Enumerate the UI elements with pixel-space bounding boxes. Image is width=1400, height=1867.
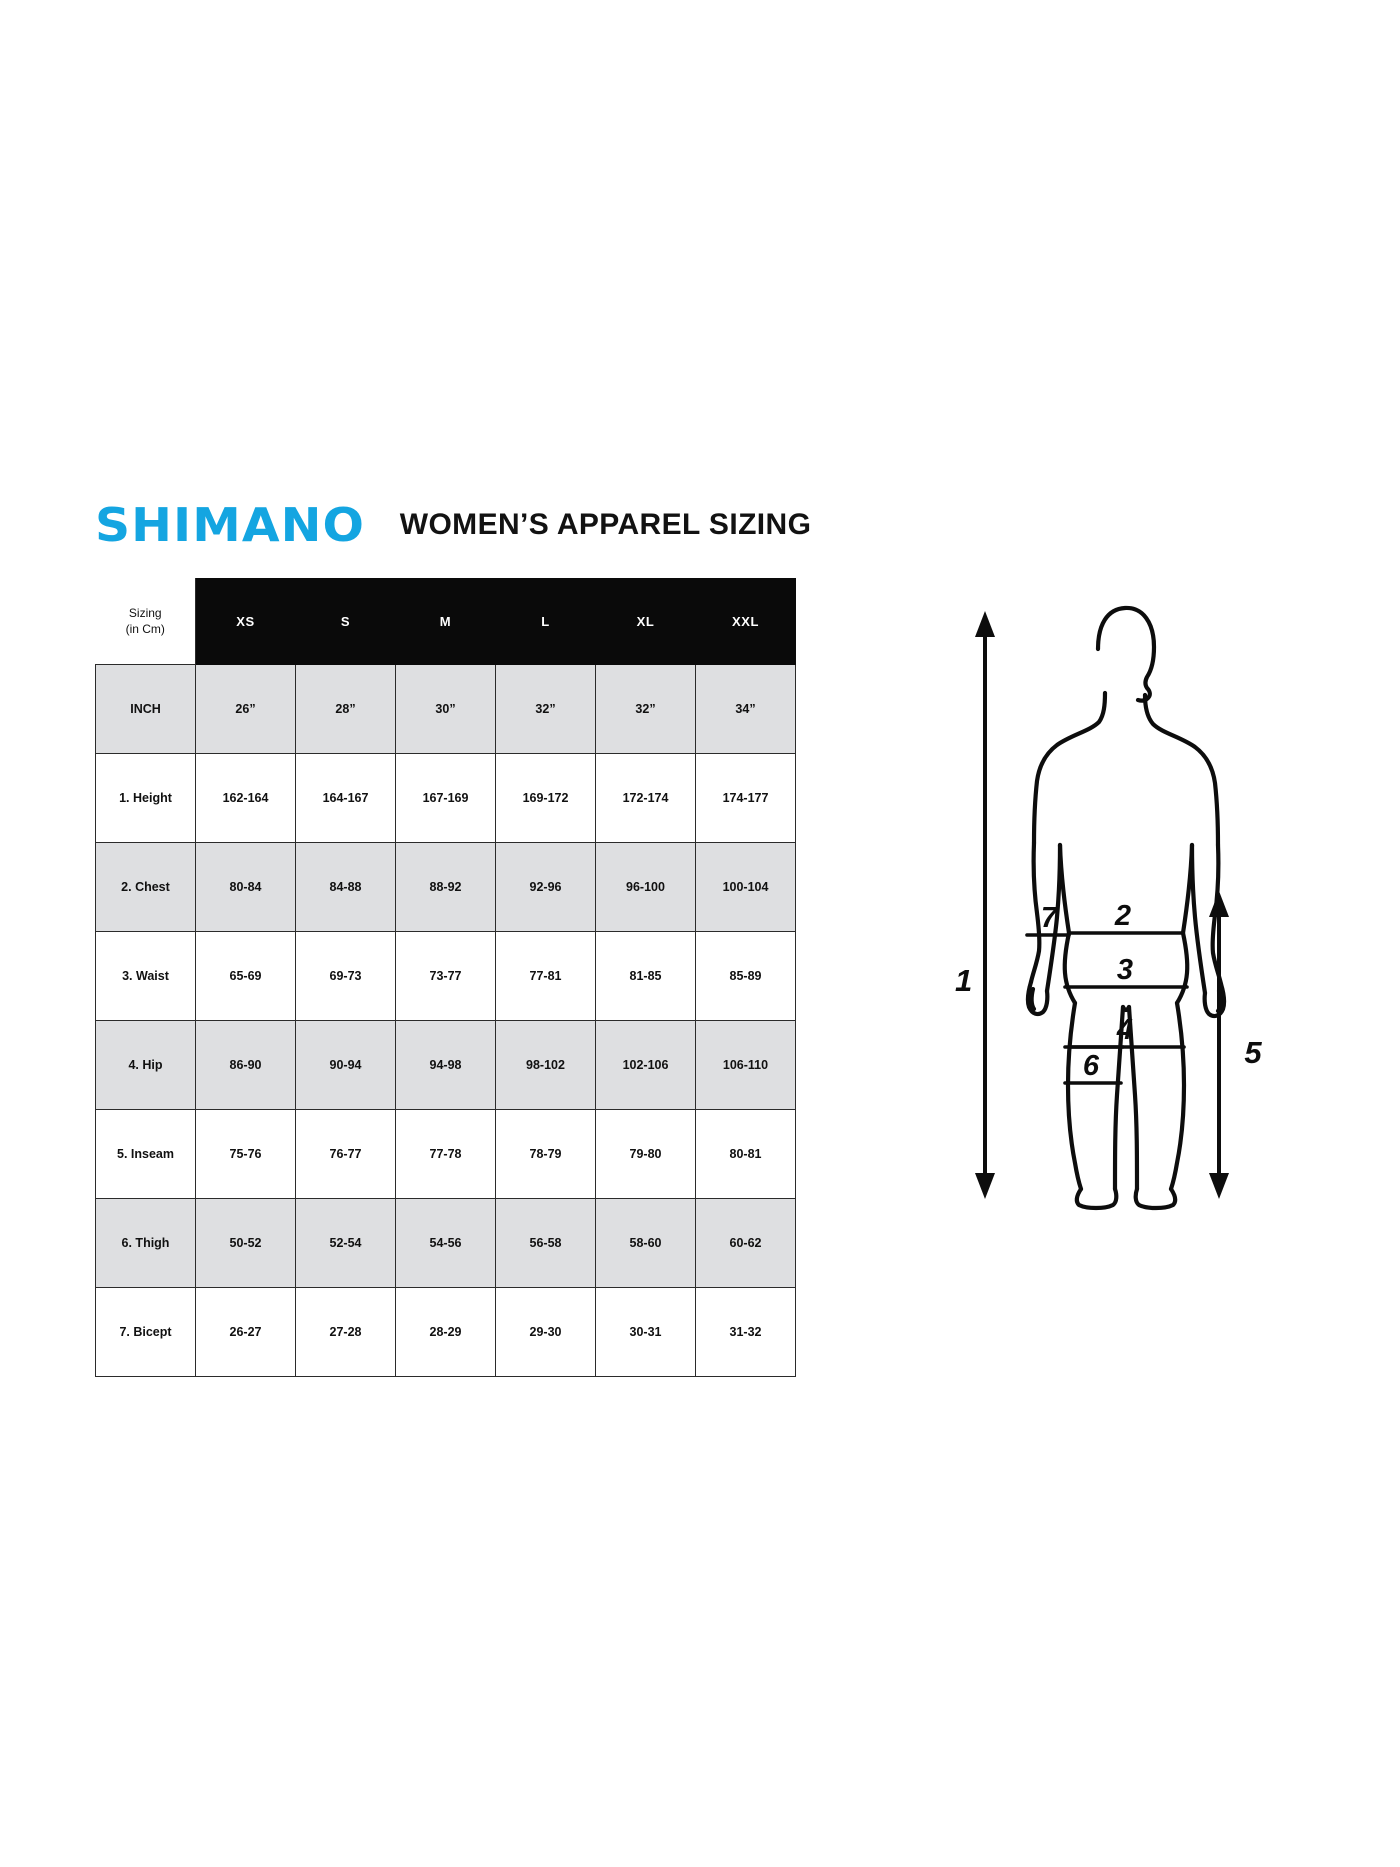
cell-height-xl: 172-174 [595,753,696,843]
cell-inseam-s: 76-77 [295,1109,396,1199]
row-label-inseam: 5. Inseam [95,1109,196,1199]
height-arrow-icon [975,611,995,1199]
cell-chest-l: 92-96 [495,842,596,932]
table-head: Sizing (in Cm) XS S M L XL XXL [95,578,796,665]
table-row: 3. Waist 65-69 69-73 73-77 77-81 81-85 8… [95,931,796,1021]
cell-chest-m: 88-92 [395,842,496,932]
cell-thigh-s: 52-54 [295,1198,396,1288]
cell-thigh-xxl: 60-62 [695,1198,796,1288]
cell-inch-xl: 32” [595,664,696,754]
corner-label-line1: Sizing [128,606,162,621]
marker-5-inseam: 5 [1244,1035,1262,1070]
chart-header: SHIMANO WOMEN’S APPAREL SIZING [95,495,855,555]
marker-4-hip: 4 [1116,1014,1133,1046]
row-label-height: 1. Height [95,753,196,843]
page-title: WOMEN’S APPAREL SIZING [399,508,812,541]
marker-6-thigh: 6 [1083,1050,1100,1082]
cell-height-m: 167-169 [395,753,496,843]
corner-label-line2: (in Cm) [125,622,165,637]
cell-hip-m: 94-98 [395,1020,496,1110]
column-header-s: S [295,578,396,665]
column-header-xl: XL [595,578,696,665]
cell-chest-s: 84-88 [295,842,396,932]
cell-hip-l: 98-102 [495,1020,596,1110]
column-header-l: L [495,578,596,665]
row-label-inch: INCH [95,664,196,754]
row-label-hip: 4. Hip [95,1020,196,1110]
cell-inch-s: 28” [295,664,396,754]
cell-hip-xl: 102-106 [595,1020,696,1110]
cell-inseam-xs: 75-76 [195,1109,296,1199]
marker-1-height-label: 1 [955,963,973,998]
cell-bicept-m: 28-29 [395,1287,496,1377]
cell-chest-xxl: 100-104 [695,842,796,932]
cell-thigh-xl: 58-60 [595,1198,696,1288]
cell-hip-s: 90-94 [295,1020,396,1110]
table-row: INCH 26” 28” 30” 32” 32” 34” [95,664,796,754]
marker-7-bicept: 7 [1041,902,1059,934]
row-label-thigh: 6. Thigh [95,1198,196,1288]
table-row: 6. Thigh 50-52 52-54 54-56 56-58 58-60 6… [95,1198,796,1288]
table-header-row: Sizing (in Cm) XS S M L XL XXL [95,578,796,665]
cell-height-xs: 162-164 [195,753,296,843]
cell-inseam-xxl: 80-81 [695,1109,796,1199]
cell-waist-m: 73-77 [395,931,496,1021]
cell-bicept-l: 29-30 [495,1287,596,1377]
table-row: 7. Bicept 26-27 27-28 28-29 29-30 30-31 … [95,1287,796,1377]
cell-waist-xxl: 85-89 [695,931,796,1021]
cell-inch-l: 32” [495,664,596,754]
cell-thigh-xs: 50-52 [195,1198,296,1288]
sizing-table: Sizing (in Cm) XS S M L XL XXL INCH 26” … [95,578,796,1377]
cell-chest-xl: 96-100 [595,842,696,932]
cell-waist-s: 69-73 [295,931,396,1021]
column-header-xs: XS [195,578,296,665]
cell-inch-m: 30” [395,664,496,754]
table-corner-label: Sizing (in Cm) [95,578,196,665]
cell-hip-xxl: 106-110 [695,1020,796,1110]
marker-3-waist: 3 [1117,954,1133,986]
cell-waist-xs: 65-69 [195,931,296,1021]
measurement-guide-lines [1025,931,1189,1085]
column-header-m: M [395,578,496,665]
cell-inseam-m: 77-78 [395,1109,496,1199]
cell-waist-xl: 81-85 [595,931,696,1021]
cell-inseam-l: 78-79 [495,1109,596,1199]
cell-thigh-m: 54-56 [395,1198,496,1288]
row-label-bicept: 7. Bicept [95,1287,196,1377]
cell-height-xxl: 174-177 [695,753,796,843]
row-label-chest: 2. Chest [95,842,196,932]
body-measurement-diagram: 1 5 7 2 3 4 6 [965,595,1295,1215]
cell-height-s: 164-167 [295,753,396,843]
cell-bicept-xl: 30-31 [595,1287,696,1377]
table-body: INCH 26” 28” 30” 32” 32” 34” 1. Height 1… [95,664,796,1377]
shimano-logo: SHIMANO [95,498,366,552]
row-label-waist: 3. Waist [95,931,196,1021]
table-row: 1. Height 162-164 164-167 167-169 169-17… [95,753,796,843]
table-row: 5. Inseam 75-76 76-77 77-78 78-79 79-80 … [95,1109,796,1199]
cell-bicept-xs: 26-27 [195,1287,296,1377]
cell-inseam-xl: 79-80 [595,1109,696,1199]
marker-2-chest: 2 [1114,900,1131,932]
cell-thigh-l: 56-58 [495,1198,596,1288]
cell-hip-xs: 86-90 [195,1020,296,1110]
cell-bicept-xxl: 31-32 [695,1287,796,1377]
column-header-xxl: XXL [695,578,796,665]
table-row: 4. Hip 86-90 90-94 94-98 98-102 102-106 … [95,1020,796,1110]
cell-chest-xs: 80-84 [195,842,296,932]
cell-height-l: 169-172 [495,753,596,843]
cell-inch-xxl: 34” [695,664,796,754]
figure-head-outline [1095,605,1157,703]
table-row: 2. Chest 80-84 84-88 88-92 92-96 96-100 … [95,842,796,932]
cell-waist-l: 77-81 [495,931,596,1021]
cell-inch-xs: 26” [195,664,296,754]
cell-bicept-s: 27-28 [295,1287,396,1377]
